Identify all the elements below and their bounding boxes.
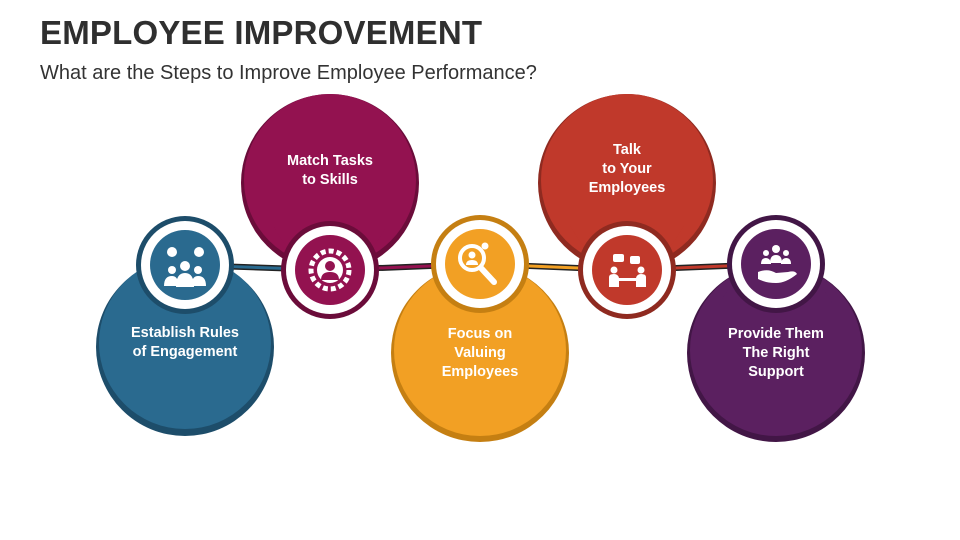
step-3-label: Focus on Valuing Employees [441,326,519,380]
magnifier-person-icon [458,242,497,285]
step-2-shape [241,94,419,319]
step-5-label: Provide Them The Right Support [728,326,824,380]
meeting-icon [609,254,646,287]
step-1-label: Establish Rules of Engagement [131,325,239,360]
team-icon [164,247,206,287]
step-4-shape [538,94,716,319]
step-4-label: Talk to Your Employees [588,142,666,196]
step-2-label: Match Tasks to Skills [287,153,373,188]
page-title: EMPLOYEE IMPROVEMENT [40,14,483,51]
gear-person-icon [308,248,352,292]
step-5-shape [687,215,865,442]
page-subtitle: What are the Steps to Improve Employee P… [40,62,537,84]
support-hand-icon [758,245,797,283]
step-3-shape [391,215,569,442]
step-1-shape [96,216,274,436]
